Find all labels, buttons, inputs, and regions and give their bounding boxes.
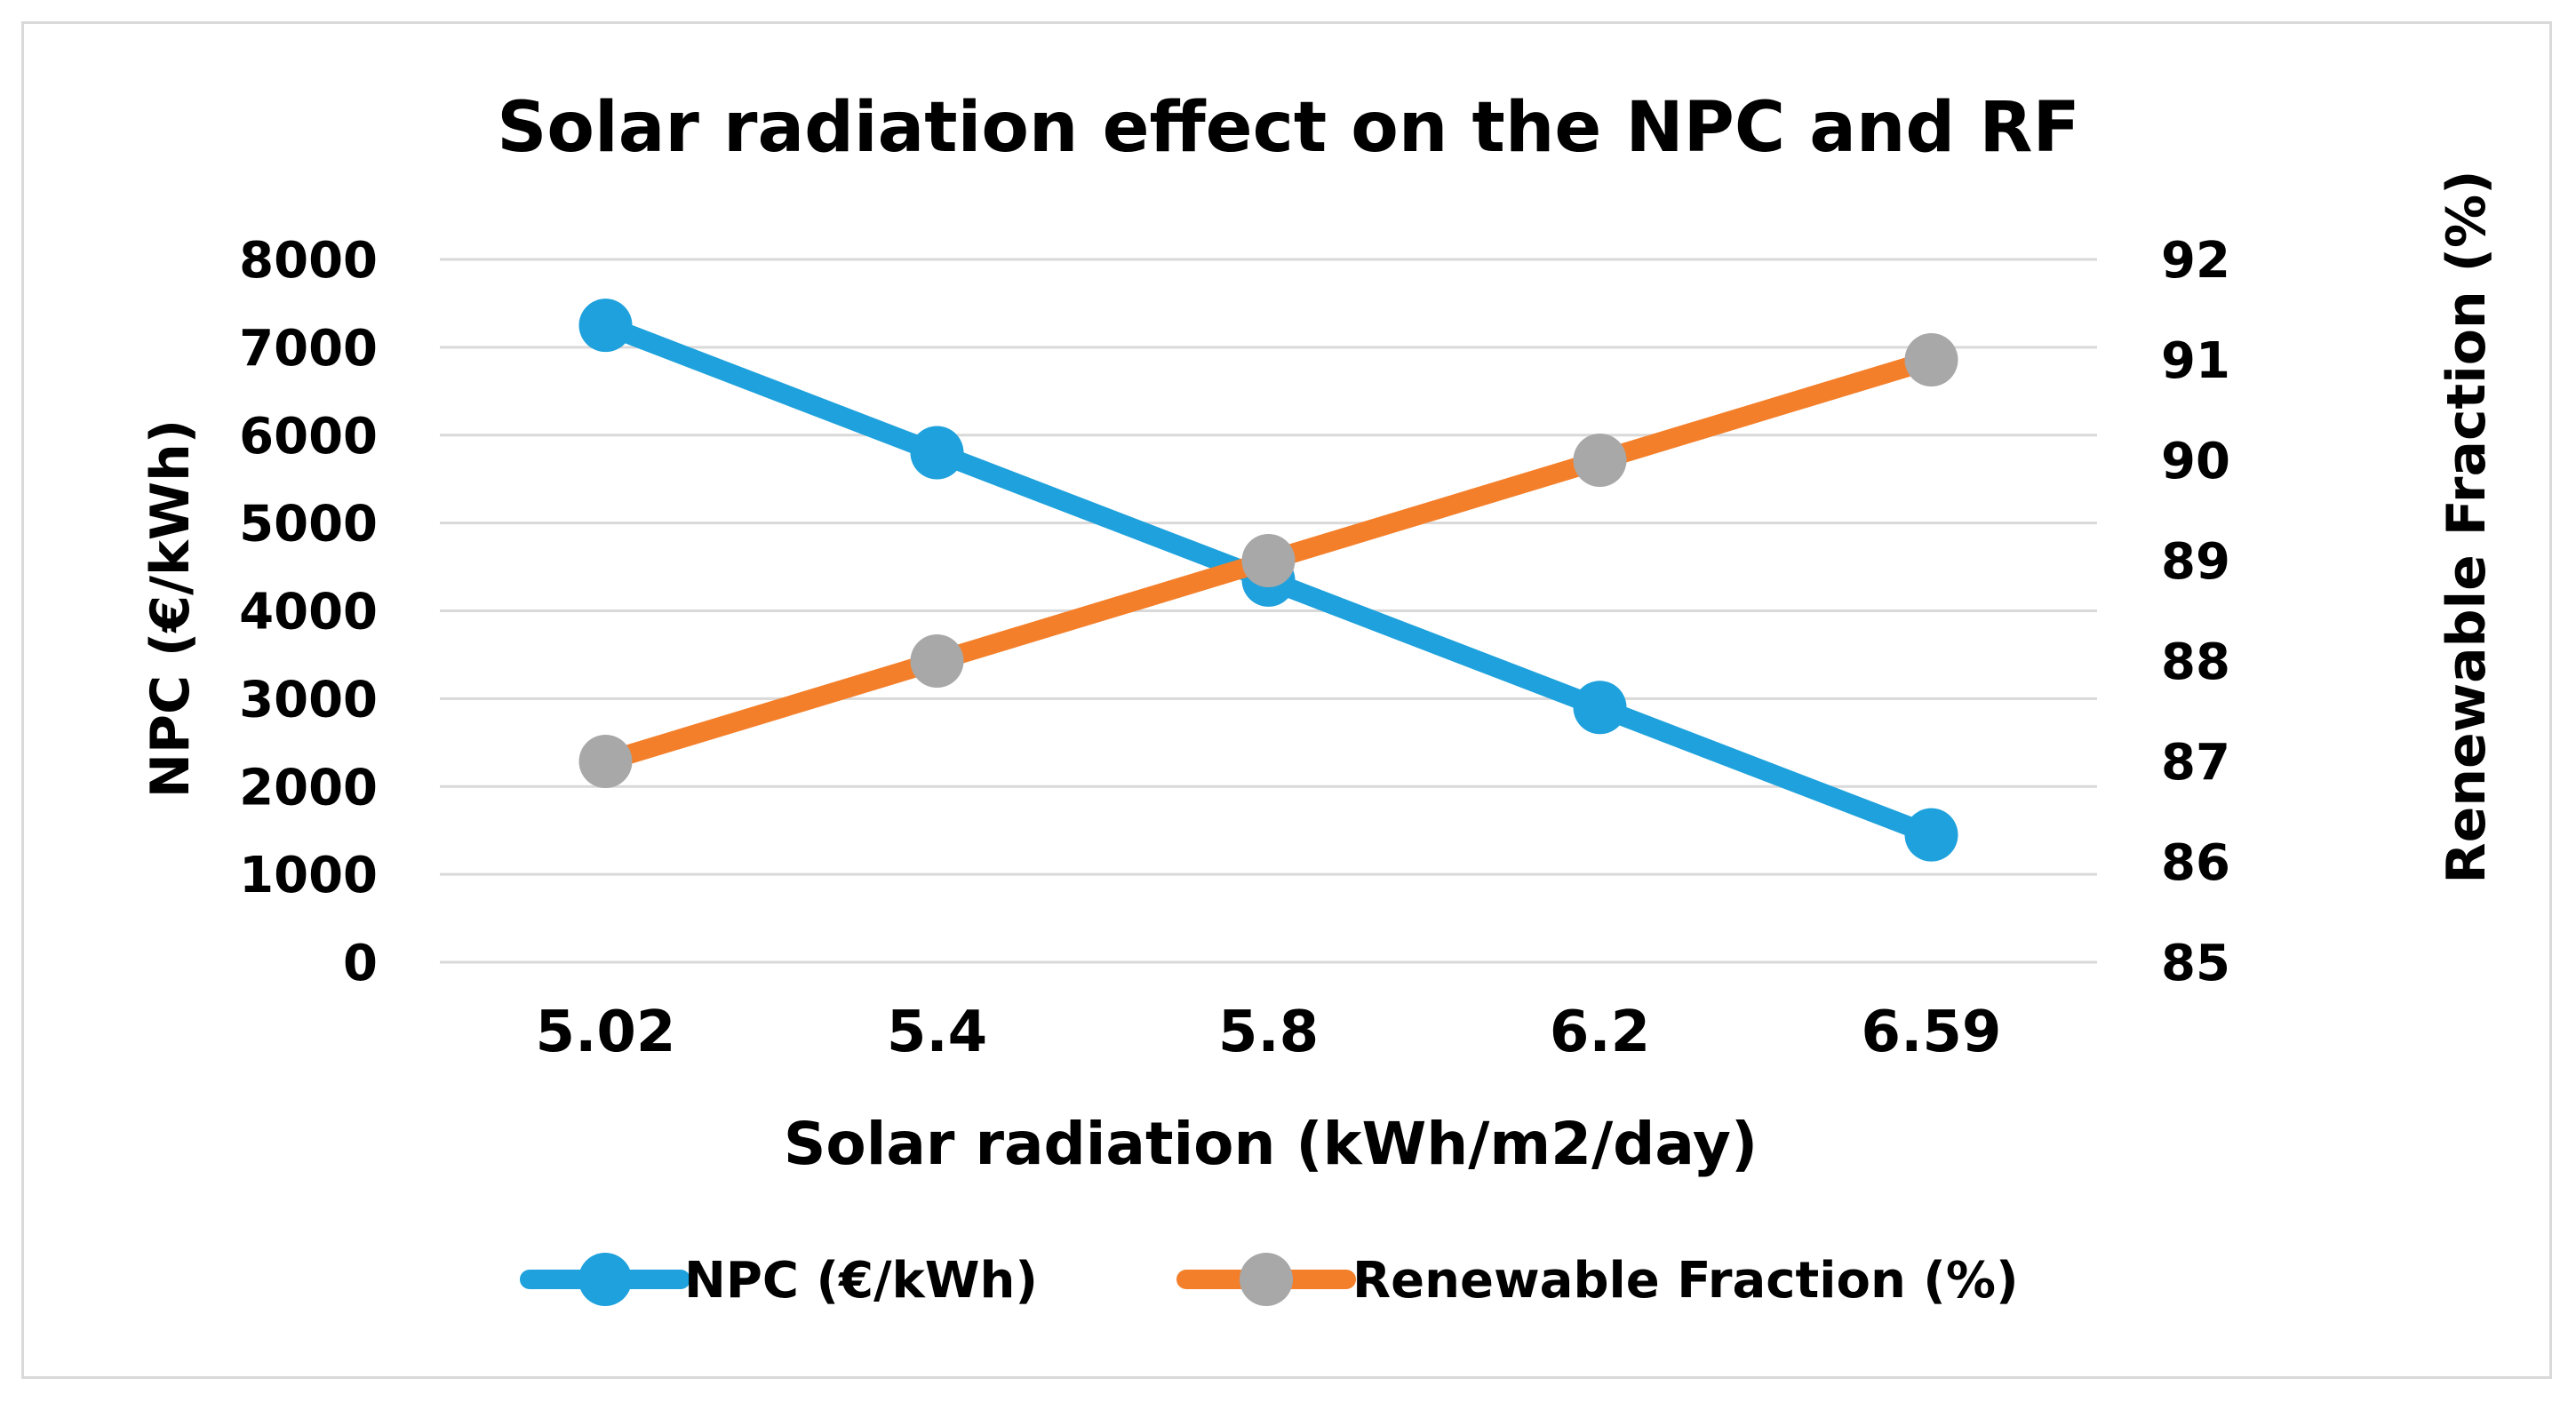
data-point <box>578 299 633 353</box>
chart-title: Solar radiation effect on the NPC and RF <box>497 88 2080 168</box>
left-tick-label: 8000 <box>239 232 378 290</box>
left-axis-title: NPC (€/kWh) <box>140 419 202 798</box>
right-tick-label: 91 <box>2161 332 2230 390</box>
data-point <box>1573 681 1627 735</box>
x-tick-label: 6.2 <box>1550 1000 1650 1065</box>
data-point <box>910 426 964 480</box>
data-point <box>578 735 633 788</box>
left-tick-label: 3000 <box>239 671 378 729</box>
x-tick-label: 6.59 <box>1862 1000 2002 1065</box>
data-point <box>1241 534 1296 587</box>
x-axis-title: Solar radiation (kWh/m2/day) <box>784 1110 1758 1178</box>
left-tick-label: 6000 <box>239 408 378 466</box>
left-tick-label: 1000 <box>239 847 378 904</box>
x-tick-label: 5.8 <box>1218 1000 1319 1065</box>
left-tick-label: 4000 <box>239 584 378 641</box>
right-tick-label: 88 <box>2161 633 2230 691</box>
left-tick-label: 0 <box>343 935 378 992</box>
left-tick-label: 2000 <box>239 759 378 817</box>
series-layer <box>578 299 1958 862</box>
series-renewable-fraction <box>578 333 1958 788</box>
gridlines <box>440 258 2097 964</box>
data-point <box>1904 808 1958 862</box>
legend-marker <box>1240 1253 1293 1306</box>
legend-label: Renewable Fraction (%) <box>1352 1252 2019 1310</box>
right-tick-label: 85 <box>2161 935 2230 992</box>
legend-item: NPC (€/kWh) <box>520 1252 1038 1310</box>
legend: NPC (€/kWh) Renewable Fraction (%) <box>520 1252 2019 1310</box>
legend-label: NPC (€/kWh) <box>684 1252 1038 1310</box>
x-tick-label: 5.4 <box>887 1000 987 1065</box>
x-tick-label: 5.02 <box>536 1000 676 1065</box>
data-point <box>1904 333 1958 386</box>
x-axis-ticks: 5.02 5.4 5.8 6.2 6.59 <box>536 1000 2002 1065</box>
left-tick-label: 5000 <box>239 496 378 554</box>
right-axis-title: Renewable Fraction (%) <box>2436 170 2498 883</box>
right-tick-label: 92 <box>2161 232 2230 290</box>
chart-frame <box>21 21 2552 1379</box>
right-tick-label: 89 <box>2161 533 2230 591</box>
right-tick-label: 90 <box>2161 433 2230 490</box>
data-point <box>1573 434 1627 487</box>
left-tick-label: 7000 <box>239 320 378 378</box>
right-tick-label: 86 <box>2161 834 2230 892</box>
legend-marker <box>578 1253 632 1306</box>
data-point <box>910 634 964 688</box>
right-axis-ticks: 85 86 87 88 89 90 91 92 <box>2161 232 2230 992</box>
left-axis-ticks: 0 1000 2000 3000 4000 5000 6000 7000 8000 <box>239 232 378 992</box>
right-tick-label: 87 <box>2161 734 2230 792</box>
legend-item: Renewable Fraction (%) <box>1176 1252 2019 1310</box>
